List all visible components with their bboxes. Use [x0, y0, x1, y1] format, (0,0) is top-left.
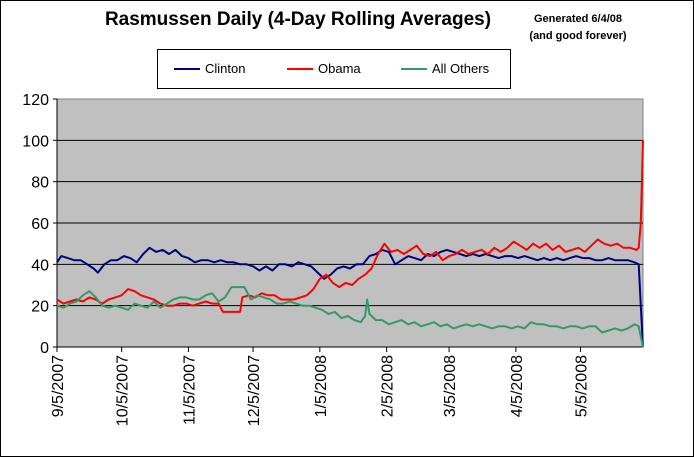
y-tick-label-120: 120	[22, 92, 49, 109]
series-line-obama	[56, 140, 644, 313]
x-tick-label-6: 3/5/2008	[442, 355, 459, 417]
legend-swatch-obama	[287, 68, 313, 70]
series-line-all-others	[56, 286, 644, 348]
gridlines	[57, 139, 643, 307]
x-axis: 9/5/2007 10/5/2007 11/5/2007 12/5/2007 1/5/2…	[50, 346, 643, 426]
y-tick-label-0: 0	[40, 340, 49, 357]
y-tick-label-60: 60	[31, 216, 49, 233]
x-tick-label-8: 5/5/2008	[574, 355, 591, 417]
generated-note: Generated 6/4/08 (and good forever)	[508, 11, 648, 45]
legend-label-obama: Obama	[318, 61, 361, 76]
y-tick-label-100: 100	[22, 133, 49, 150]
legend-swatch-all-others	[401, 68, 427, 70]
x-tick-label-2: 11/5/2007	[181, 355, 198, 425]
x-tick-label-3: 12/5/2007	[246, 355, 263, 426]
x-tick-label-4: 1/5/2008	[313, 355, 330, 417]
generated-note-line-2: (and good forever)	[529, 30, 627, 42]
y-axis: 0 20 40 60 80 100 120	[22, 92, 58, 357]
generated-note-line-1: Generated 6/4/08	[533, 13, 623, 25]
legend-swatch-clinton	[174, 68, 200, 70]
x-tick-label-5: 2/5/2008	[380, 355, 397, 417]
x-tick-label-0: 9/5/2007	[50, 355, 67, 417]
legend-label-all-others: All Others	[432, 61, 490, 76]
x-tick-label-7: 4/5/2008	[509, 355, 526, 417]
y-tick-label-80: 80	[31, 175, 49, 192]
y-tick-label-20: 20	[31, 299, 49, 316]
legend: Clinton Obama All Others	[157, 49, 511, 89]
chart-title: Rasmussen Daily (4-Day Rolling Averages)	[104, 9, 492, 30]
x-tick-label-1: 10/5/2007	[115, 355, 132, 426]
y-tick-label-40: 40	[31, 257, 49, 274]
series-line-clinton	[56, 246, 644, 348]
series-lines	[56, 140, 644, 348]
legend-label-clinton: Clinton	[205, 61, 246, 76]
